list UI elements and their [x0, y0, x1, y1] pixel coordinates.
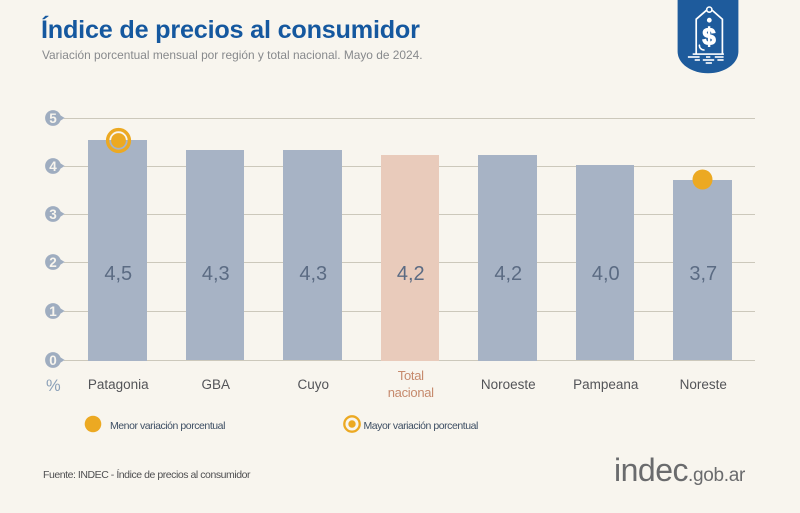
svg-text:$: $ — [702, 24, 716, 51]
svg-text:3: 3 — [49, 207, 57, 222]
svg-text:2: 2 — [49, 255, 57, 270]
svg-text:1: 1 — [49, 304, 57, 319]
svg-text:5: 5 — [49, 111, 57, 126]
svg-text:0: 0 — [49, 353, 57, 368]
svg-text:4: 4 — [49, 159, 57, 174]
